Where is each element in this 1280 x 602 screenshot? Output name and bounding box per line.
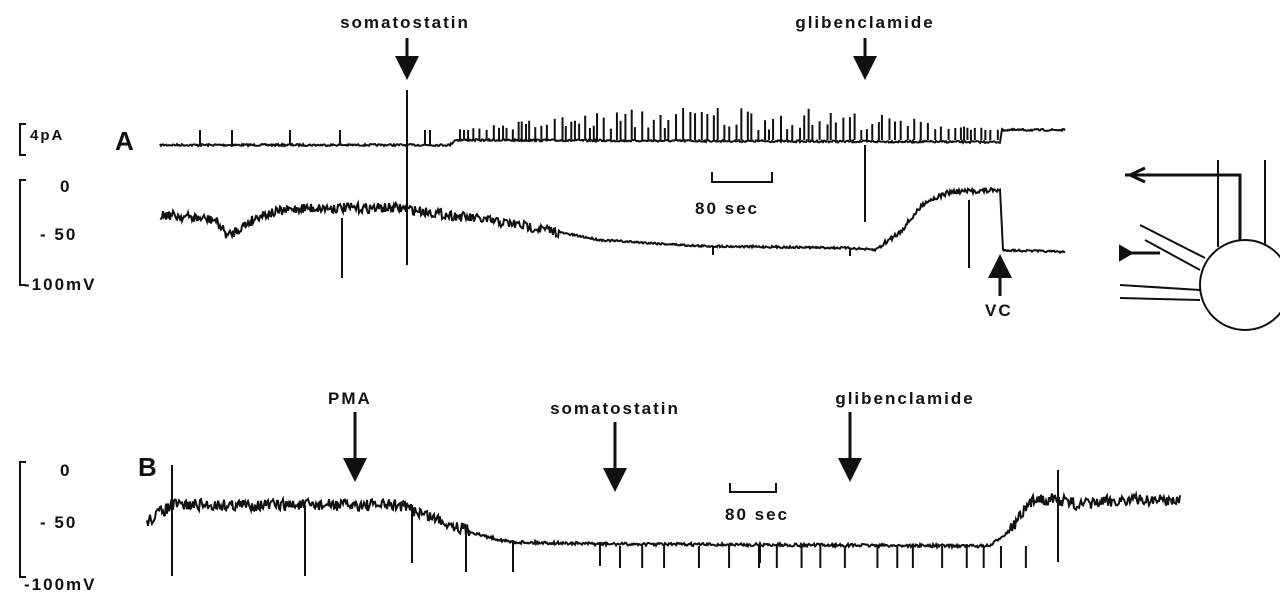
trace (147, 494, 1180, 548)
annotation: somatostatin (550, 399, 680, 418)
axis-label: - 50 (40, 225, 77, 244)
traces (147, 90, 1180, 576)
annotation: PMA (328, 389, 372, 408)
annotation: glibenclamide (835, 389, 974, 408)
layout-marks (20, 38, 1280, 577)
panel-label: B (138, 452, 157, 482)
trace (160, 188, 1065, 253)
annotation: somatostatin (340, 13, 470, 32)
annotation: glibenclamide (795, 13, 934, 32)
annotation: VC (985, 301, 1013, 320)
panel-label: A (115, 126, 134, 156)
scale-bar-label: 80 sec (725, 505, 789, 524)
axis-label: - 50 (40, 513, 77, 532)
axis-label: 0 (60, 177, 71, 196)
figure: somatostatin glibenclamide 4pA A 0 - 50 … (0, 0, 1280, 602)
trace (160, 129, 1065, 146)
current-scale: 4pA (30, 127, 64, 144)
axis-label: -100mV (24, 275, 96, 294)
axis-label: 0 (60, 461, 71, 480)
scale-bar-label: 80 sec (695, 199, 759, 218)
axis-label: -100mV (24, 575, 96, 594)
